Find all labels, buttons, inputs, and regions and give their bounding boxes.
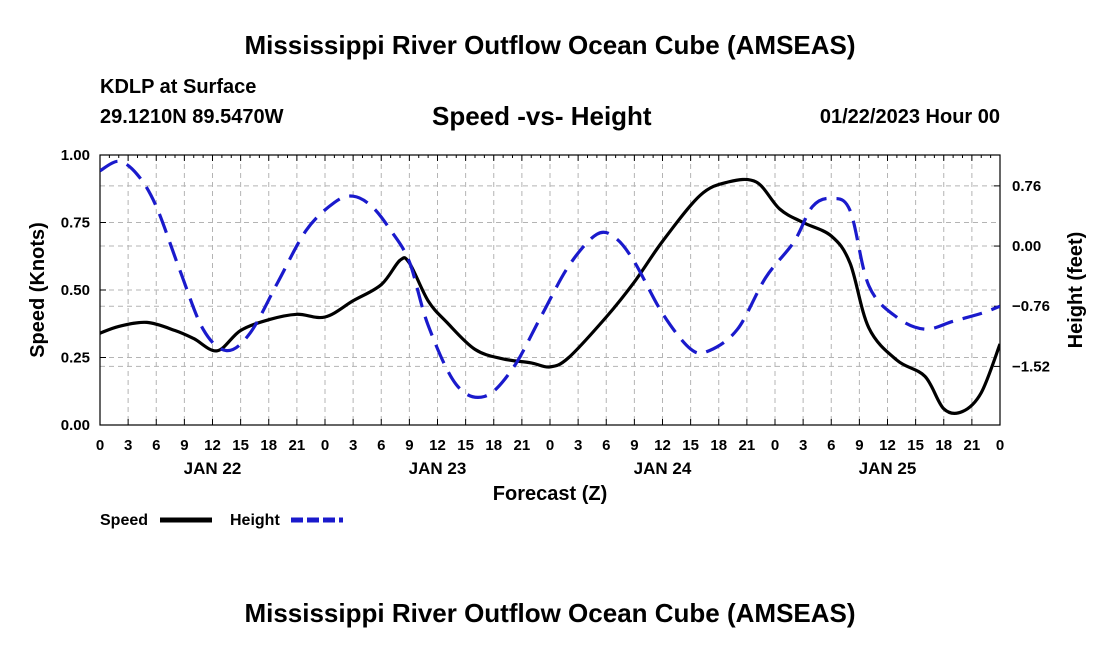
x-tick-label: 3 — [124, 437, 132, 454]
y-left-tick-label: 0.25 — [61, 350, 90, 367]
x-tick-label: 9 — [855, 437, 863, 454]
x-tick-label: 6 — [602, 437, 610, 454]
x-tick-label: 9 — [630, 437, 638, 454]
x-tick-label: 0 — [96, 437, 104, 454]
x-tick-label: 15 — [907, 437, 924, 454]
x-tick-label: 0 — [321, 437, 329, 454]
forecast-datetime: 01/22/2023 Hour 00 — [819, 106, 1000, 128]
x-tick-label: 21 — [964, 437, 981, 454]
chart-title: Mississippi River Outflow Ocean Cube (AM… — [244, 30, 856, 60]
x-tick-label: 9 — [180, 437, 188, 454]
y-right-tick-label: −1.52 — [1012, 358, 1050, 375]
day-label: JAN 23 — [409, 459, 467, 478]
legend-height-label: Height — [230, 512, 280, 529]
x-tick-label: 18 — [935, 437, 952, 454]
y-right-tick-label: 0.76 — [1012, 178, 1041, 195]
coordinates-label: 29.1210N 89.5470W — [100, 106, 284, 128]
x-tick-label: 18 — [710, 437, 727, 454]
x-tick-label: 6 — [152, 437, 160, 454]
y-right-tick-label: −0.76 — [1012, 298, 1050, 315]
x-tick-label: 6 — [827, 437, 835, 454]
x-tick-label: 9 — [405, 437, 413, 454]
x-tick-label: 3 — [574, 437, 582, 454]
chart-subtitle: Speed -vs- Height — [432, 101, 652, 131]
y-left-tick-label: 1.00 — [61, 147, 90, 164]
speed-series-line — [100, 177, 1000, 415]
x-tick-label: 15 — [457, 437, 474, 454]
legend-speed-label: Speed — [100, 512, 148, 529]
x-tick-label: 18 — [260, 437, 277, 454]
x-tick-label: 3 — [799, 437, 807, 454]
x-axis-title: Forecast (Z) — [493, 483, 607, 505]
x-tick-label: 21 — [739, 437, 756, 454]
y-left-tick-label: 0.00 — [61, 417, 90, 434]
x-tick-label: 0 — [996, 437, 1004, 454]
y-left-tick-label: 0.50 — [61, 282, 90, 299]
y-right-tick-label: 0.00 — [1012, 238, 1041, 255]
day-label: JAN 25 — [859, 459, 917, 478]
day-label: JAN 22 — [184, 459, 242, 478]
x-tick-label: 15 — [232, 437, 249, 454]
y-right-axis-title: Height (feet) — [1065, 232, 1087, 349]
day-label: JAN 24 — [634, 459, 692, 478]
x-tick-label: 15 — [682, 437, 699, 454]
x-tick-label: 0 — [771, 437, 779, 454]
y-left-tick-label: 0.75 — [61, 215, 90, 232]
x-tick-label: 21 — [289, 437, 306, 454]
y-left-axis-title: Speed (Knots) — [27, 222, 49, 358]
x-tick-label: 18 — [485, 437, 502, 454]
x-tick-label: 6 — [377, 437, 385, 454]
x-tick-label: 0 — [546, 437, 554, 454]
x-tick-label: 12 — [879, 437, 896, 454]
footer-title: Mississippi River Outflow Ocean Cube (AM… — [244, 598, 856, 628]
x-tick-label: 12 — [204, 437, 221, 454]
x-tick-label: 3 — [349, 437, 357, 454]
height-series-line — [100, 159, 1000, 400]
station-label: KDLP at Surface — [100, 76, 257, 98]
x-tick-label: 12 — [654, 437, 671, 454]
x-tick-label: 12 — [429, 437, 446, 454]
x-tick-label: 21 — [514, 437, 531, 454]
